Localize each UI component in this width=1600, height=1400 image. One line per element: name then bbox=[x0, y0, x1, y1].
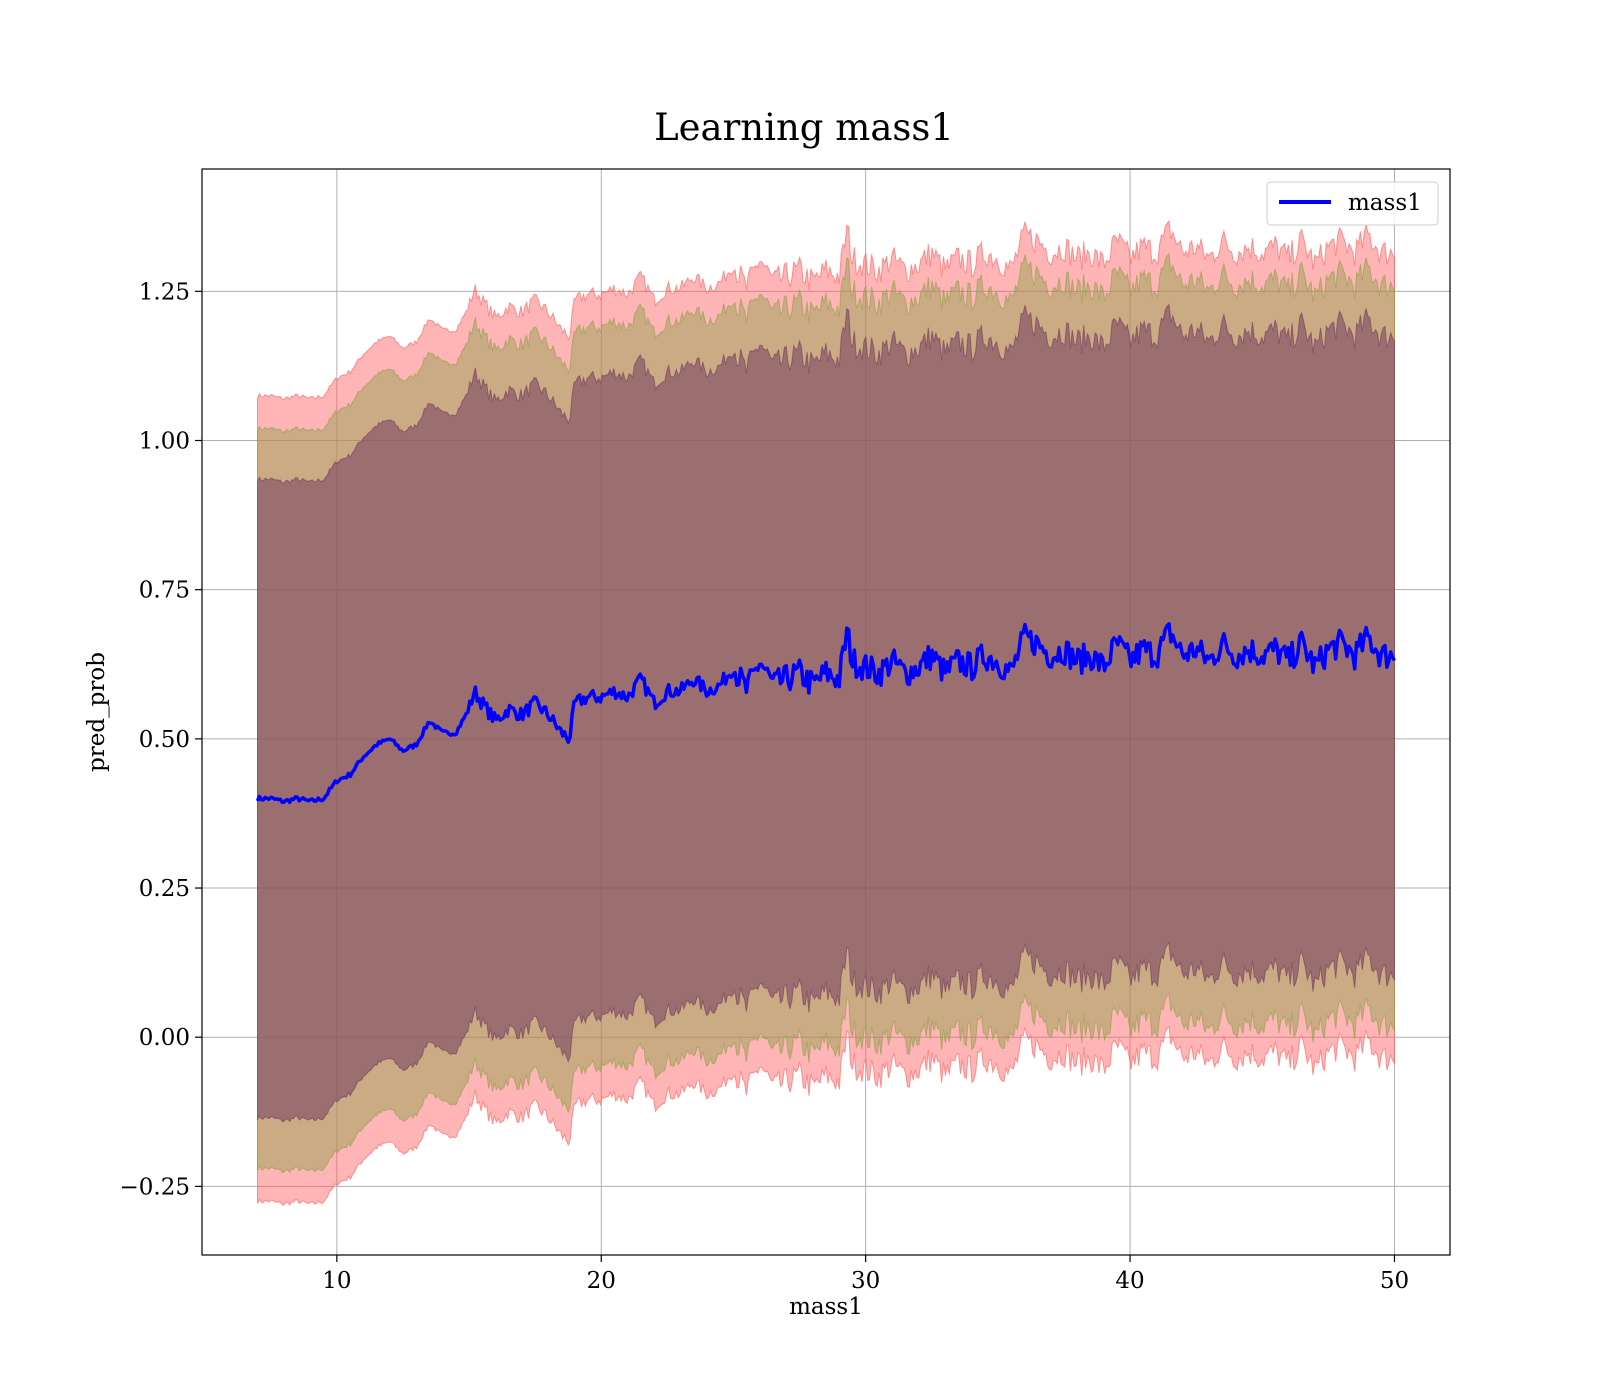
legend: mass1 bbox=[1266, 181, 1439, 226]
x-axis-ticks: 10 20 30 40 50 bbox=[322, 1255, 1409, 1294]
band-inner bbox=[257, 303, 1395, 1123]
y-tick-label-2: 0.25 bbox=[139, 876, 190, 902]
x-tick-label-3: 40 bbox=[1115, 1268, 1144, 1294]
legend-box bbox=[1266, 181, 1439, 226]
y-axis-ticks: −0.25 0.00 0.25 0.50 0.75 1.00 1.25 bbox=[120, 279, 202, 1200]
y-tick-label-3: 0.50 bbox=[139, 727, 190, 753]
x-axis-label: mass1 bbox=[789, 1294, 863, 1320]
y-axis-label: pred_prob bbox=[84, 652, 110, 772]
plot-frame bbox=[201, 168, 1451, 1256]
x-tick-label-4: 50 bbox=[1380, 1268, 1409, 1294]
x-tick-label-1: 20 bbox=[587, 1268, 616, 1294]
y-tick-label-0: −0.25 bbox=[120, 1174, 190, 1200]
y-tick-label-6: 1.25 bbox=[139, 279, 190, 305]
y-tick-label-1: 0.00 bbox=[139, 1025, 190, 1051]
uncertainty-bands bbox=[257, 219, 1395, 1207]
x-tick-label-2: 30 bbox=[851, 1268, 880, 1294]
legend-label: mass1 bbox=[1348, 190, 1422, 216]
y-tick-label-5: 1.00 bbox=[139, 429, 190, 455]
series-lines bbox=[255, 622, 1396, 805]
chart-title: Learning mass1 bbox=[654, 106, 954, 149]
series-line-mass1 bbox=[255, 622, 1396, 805]
y-tick-label-4: 0.75 bbox=[139, 578, 190, 604]
x-tick-label-0: 10 bbox=[322, 1268, 351, 1294]
